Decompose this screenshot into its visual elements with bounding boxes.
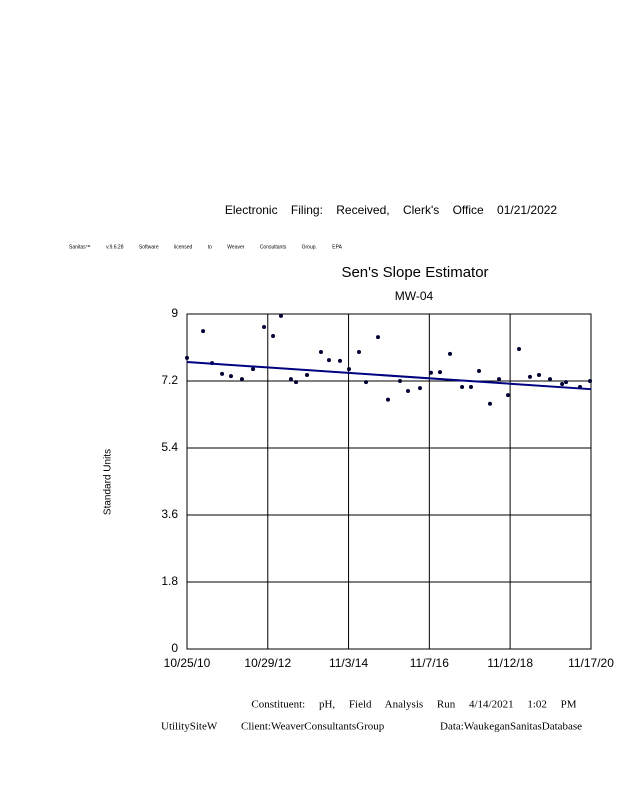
data-point: [318, 349, 323, 354]
x-tick-label: 10/25/10: [164, 656, 211, 670]
data-point: [560, 381, 565, 386]
x-tick-label: 11/3/14: [329, 656, 368, 670]
plot-frame: [186, 313, 592, 650]
data-point: [564, 380, 569, 385]
data-point: [294, 380, 299, 385]
data-point: [397, 379, 402, 383]
x-tick-label: 11/12/18: [487, 656, 533, 670]
data-point: [220, 371, 225, 376]
data-point: [288, 377, 293, 382]
data-point: [447, 351, 452, 356]
data-point: [477, 368, 482, 373]
data-point: [376, 335, 381, 340]
data-point: [337, 358, 342, 363]
data-point: [326, 358, 331, 363]
data-point: [239, 377, 244, 382]
data-point: [305, 373, 310, 378]
plot: 0 1.8 3.6 5.4 7.2 9 10/25/10 10/29/12 11/3/14 11/…: [161, 306, 614, 670]
data-point: [271, 333, 276, 338]
data-point: [356, 349, 361, 354]
data-point: [468, 384, 473, 389]
y-tick-label: 9: [171, 306, 178, 320]
data-point: [262, 325, 267, 330]
footer-client: Client:WeaverConsultantsGroup: [241, 721, 385, 733]
data-point: [417, 386, 422, 391]
y-tick-label: 5.4: [161, 440, 178, 454]
data-point: [346, 367, 351, 372]
data-point: [386, 397, 391, 402]
data-point: [488, 401, 492, 406]
y-tick-label: 3.6: [161, 507, 178, 521]
y-tick-label: 1.8: [161, 574, 178, 588]
data-point: [528, 374, 533, 379]
trend-line: [186, 361, 592, 391]
chart-title: Sen's Slope Estimator: [341, 264, 488, 281]
y-tick-label: 0: [171, 641, 178, 655]
y-tick-label: 7.2: [161, 373, 178, 387]
data-point: [517, 346, 522, 351]
y-axis-label: Standard Units: [103, 449, 114, 515]
x-tick-label: 11/17/20: [568, 656, 614, 670]
data-point: [201, 329, 206, 334]
footer-run: Constituent: pH, Field Analysis Run 4/14…: [251, 699, 576, 711]
data-point: [437, 370, 442, 375]
chart-subtitle: MW-04: [395, 289, 434, 303]
footer-site: UtilitySiteW: [161, 721, 218, 733]
data-point: [228, 374, 233, 379]
data-point: [548, 377, 553, 382]
data-point: [251, 367, 256, 372]
footer-data: Data:WaukeganSanitasDatabase: [440, 721, 582, 733]
software-note: Sanitas™ v.9.6.28 Software licensed to W…: [69, 244, 343, 250]
filing-stamp: Electronic Filing: Received, Clerk's Off…: [225, 203, 558, 217]
data-point: [537, 373, 542, 378]
data-point: [406, 389, 411, 394]
data-point: [460, 384, 465, 389]
data-point: [185, 355, 189, 360]
data-point: [497, 377, 502, 382]
data-point: [278, 313, 283, 318]
data-point: [506, 393, 511, 398]
x-tick-label: 10/29/12: [244, 656, 291, 670]
data-point: [428, 370, 433, 375]
data-point: [588, 379, 593, 383]
x-tick-label: 11/7/16: [410, 656, 449, 670]
data-point: [364, 380, 369, 385]
